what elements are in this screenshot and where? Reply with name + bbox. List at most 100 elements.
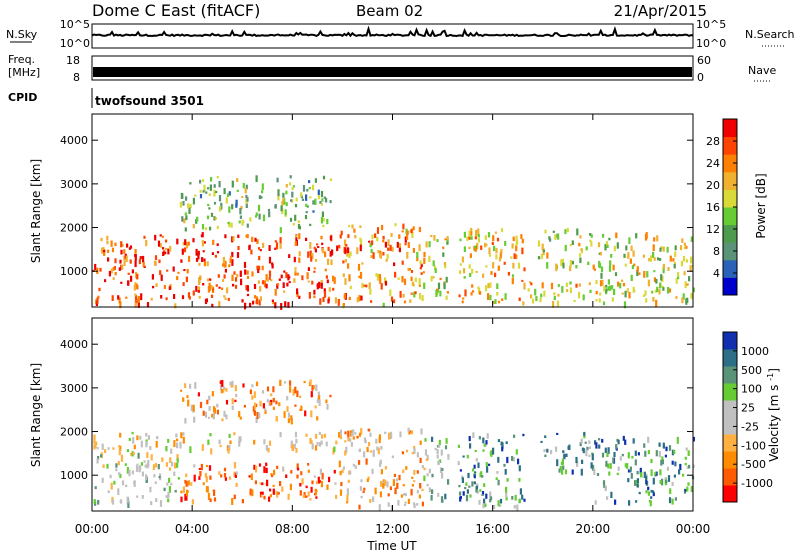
echo-cell	[118, 267, 121, 271]
echo-cell	[277, 195, 280, 201]
echo-cell	[600, 272, 603, 279]
echo-cell	[229, 440, 232, 444]
echo-cell	[544, 229, 547, 234]
echo-cell	[339, 435, 342, 439]
echo-cell	[389, 244, 392, 251]
y-tick-label: 1000	[60, 265, 88, 278]
echo-cell	[654, 472, 657, 475]
echo-cell	[517, 458, 520, 465]
echo-cell	[497, 300, 501, 304]
echo-cell	[659, 479, 662, 484]
echo-cell	[231, 180, 234, 188]
echo-cell	[135, 283, 138, 290]
echo-cell	[515, 254, 518, 259]
echo-cell	[94, 486, 97, 490]
echo-cell	[333, 276, 336, 284]
echo-cell	[595, 290, 598, 295]
echo-cell	[370, 248, 373, 254]
echo-cell	[182, 486, 185, 493]
echo-cell	[305, 203, 308, 207]
power-colorbar-swatch	[723, 242, 737, 261]
echo-cell	[428, 487, 431, 493]
echo-cell	[394, 223, 397, 227]
echo-cell	[331, 249, 334, 256]
echo-cell	[190, 404, 193, 411]
echo-cell	[496, 283, 499, 289]
echo-cell	[439, 459, 442, 463]
echo-cell	[285, 272, 288, 279]
echo-cell	[438, 444, 441, 448]
echo-cell	[498, 256, 502, 262]
echo-cell	[234, 385, 237, 392]
echo-cell	[421, 501, 424, 507]
echo-cell	[556, 432, 559, 435]
echo-cell	[267, 208, 271, 212]
echo-cell	[421, 465, 424, 469]
echo-cell	[543, 449, 546, 453]
echo-cell	[342, 466, 345, 470]
echo-cell	[614, 499, 617, 505]
echo-cell	[471, 481, 474, 487]
echo-cell	[216, 403, 219, 408]
echo-cell	[390, 431, 393, 439]
echo-cell	[195, 285, 198, 292]
echo-cell	[617, 466, 620, 471]
echo-cell	[540, 293, 543, 298]
echo-cell	[571, 260, 574, 265]
echo-cell	[569, 281, 572, 285]
echo-cell	[658, 289, 661, 295]
echo-cell	[312, 210, 315, 213]
echo-cell	[309, 196, 312, 199]
echo-cell	[268, 270, 272, 277]
echo-cell	[490, 496, 493, 501]
echo-cell	[264, 408, 267, 415]
date-title: 21/Apr/2015	[614, 2, 707, 20]
echo-cell	[370, 300, 373, 303]
echo-cell	[187, 292, 191, 298]
echo-cell	[382, 483, 385, 489]
echo-cell	[198, 295, 201, 299]
power-colorbar-swatch	[723, 119, 737, 138]
echo-cell	[580, 438, 583, 444]
echo-cell	[255, 212, 258, 217]
echo-cell	[208, 465, 212, 471]
echo-cell	[279, 432, 282, 438]
echo-cell	[478, 288, 481, 294]
x-tick-label: 20:00	[576, 522, 611, 536]
echo-cell	[189, 203, 192, 208]
echo-cell	[404, 493, 407, 497]
echo-cell	[398, 474, 401, 481]
echo-cell	[289, 217, 293, 222]
echo-cell	[489, 294, 492, 301]
echo-cell	[271, 474, 274, 478]
echo-cell	[325, 399, 328, 404]
echo-cell	[410, 488, 413, 496]
echo-cell	[296, 272, 299, 276]
echo-cell	[106, 235, 109, 241]
echo-cell	[117, 461, 120, 466]
echo-cell	[317, 476, 320, 484]
echo-cell	[608, 471, 611, 476]
echo-cell	[634, 480, 637, 486]
echo-cell	[146, 452, 149, 458]
echo-cell	[294, 241, 297, 246]
echo-cell	[580, 468, 583, 476]
power-colorbar-swatch	[723, 154, 737, 173]
echo-cell	[315, 480, 318, 485]
echo-cell	[664, 454, 667, 458]
echo-cell	[603, 485, 606, 489]
echo-cell	[665, 446, 668, 452]
echo-cell	[173, 294, 176, 299]
echo-cell	[413, 503, 416, 509]
echo-cell	[588, 446, 591, 449]
echo-cell	[181, 295, 185, 300]
echo-cell	[279, 243, 282, 249]
echo-cell	[434, 265, 437, 271]
echo-cell	[635, 233, 638, 239]
echo-cell	[379, 491, 382, 498]
echo-cell	[256, 412, 259, 419]
echo-cell	[111, 295, 114, 301]
velocity-colorbar-swatch	[723, 366, 737, 384]
echo-cell	[251, 271, 254, 277]
echo-cell	[186, 490, 189, 493]
